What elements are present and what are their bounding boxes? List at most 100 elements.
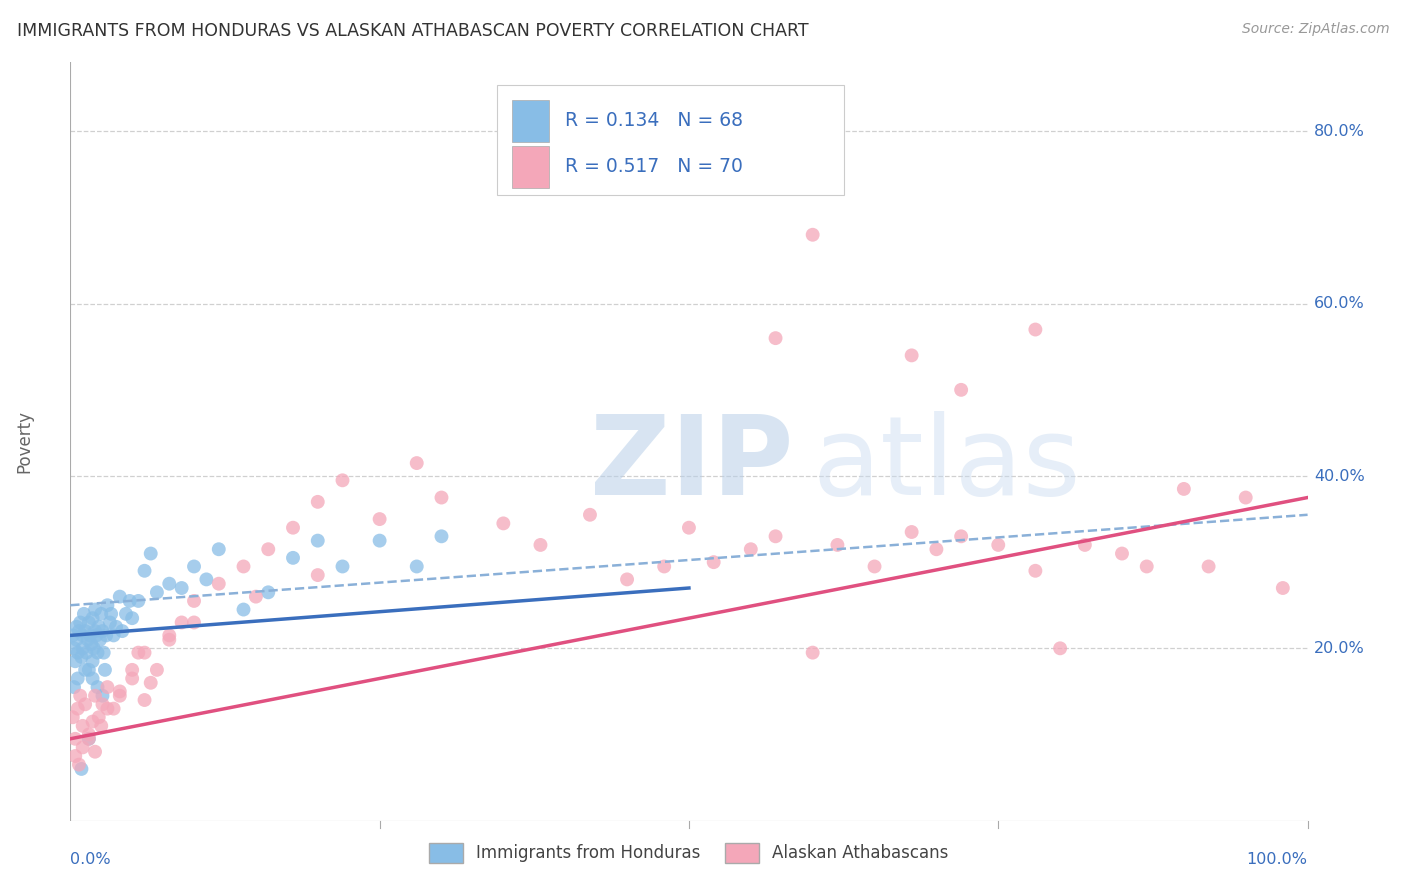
- Point: [529, 538, 551, 552]
- Point: [1111, 547, 1133, 561]
- Point: [63, 641, 86, 656]
- Point: [950, 529, 973, 543]
- Point: [103, 628, 125, 642]
- Point: [405, 456, 427, 470]
- Point: [208, 542, 231, 557]
- Point: [73, 607, 96, 621]
- Point: [75, 646, 97, 660]
- Point: [232, 559, 254, 574]
- Point: [703, 555, 725, 569]
- Point: [1234, 491, 1257, 505]
- Point: [76, 632, 98, 647]
- Point: [93, 646, 115, 660]
- Point: [111, 624, 134, 639]
- Point: [157, 628, 180, 642]
- Text: IMMIGRANTS FROM HONDURAS VS ALASKAN ATHABASCAN POVERTY CORRELATION CHART: IMMIGRANTS FROM HONDURAS VS ALASKAN ATHA…: [17, 22, 808, 40]
- Point: [63, 680, 86, 694]
- Text: ZIP: ZIP: [591, 411, 793, 517]
- Point: [170, 581, 193, 595]
- Point: [307, 495, 329, 509]
- Point: [307, 533, 329, 548]
- Point: [1024, 322, 1046, 336]
- Point: [91, 689, 114, 703]
- Point: [108, 689, 131, 703]
- Point: [183, 594, 205, 608]
- Point: [195, 573, 218, 587]
- Point: [740, 542, 762, 557]
- Point: [82, 654, 104, 668]
- Point: [157, 632, 180, 647]
- Text: Source: ZipAtlas.com: Source: ZipAtlas.com: [1241, 22, 1389, 37]
- Point: [65, 731, 87, 746]
- Point: [987, 538, 1010, 552]
- Point: [89, 632, 111, 647]
- Point: [950, 383, 973, 397]
- Point: [72, 740, 94, 755]
- Point: [84, 624, 107, 639]
- Point: [96, 628, 118, 642]
- Point: [65, 632, 87, 647]
- Point: [134, 646, 156, 660]
- Text: Poverty: Poverty: [15, 410, 34, 473]
- Point: [108, 590, 131, 604]
- Text: 80.0%: 80.0%: [1313, 124, 1365, 139]
- Point: [96, 680, 118, 694]
- Point: [82, 714, 104, 729]
- Point: [863, 559, 886, 574]
- Point: [105, 620, 128, 634]
- Point: [67, 757, 90, 772]
- Point: [183, 559, 205, 574]
- Point: [281, 521, 304, 535]
- Point: [1198, 559, 1220, 574]
- Legend: Immigrants from Honduras, Alaskan Athabascans: Immigrants from Honduras, Alaskan Athaba…: [423, 837, 955, 869]
- Point: [765, 529, 787, 543]
- Text: 20.0%: 20.0%: [1313, 640, 1364, 656]
- Point: [100, 607, 122, 621]
- Point: [66, 672, 89, 686]
- Point: [80, 637, 103, 651]
- Point: [65, 654, 87, 668]
- Point: [103, 701, 125, 715]
- Text: R = 0.134   N = 68: R = 0.134 N = 68: [565, 112, 744, 130]
- Point: [183, 615, 205, 630]
- Point: [134, 564, 156, 578]
- Text: 100.0%: 100.0%: [1247, 853, 1308, 868]
- Point: [87, 710, 110, 724]
- Text: 0.0%: 0.0%: [70, 853, 111, 868]
- Bar: [512, 145, 550, 187]
- Point: [82, 611, 104, 625]
- Point: [208, 576, 231, 591]
- Point: [1024, 564, 1046, 578]
- Point: [90, 607, 112, 621]
- Point: [281, 550, 304, 565]
- Point: [65, 749, 87, 764]
- Point: [77, 731, 100, 746]
- Point: [925, 542, 948, 557]
- Point: [67, 624, 90, 639]
- Point: [765, 331, 787, 345]
- Point: [170, 615, 193, 630]
- Point: [115, 607, 138, 621]
- Point: [430, 529, 453, 543]
- Point: [96, 599, 118, 613]
- Point: [62, 710, 84, 724]
- Text: atlas: atlas: [813, 411, 1081, 517]
- Point: [77, 615, 100, 630]
- Point: [72, 641, 94, 656]
- FancyBboxPatch shape: [498, 85, 844, 195]
- Point: [82, 672, 104, 686]
- Point: [257, 542, 280, 557]
- Point: [121, 663, 143, 677]
- Point: [900, 348, 922, 362]
- Point: [157, 576, 180, 591]
- Point: [678, 521, 700, 535]
- Point: [146, 585, 169, 599]
- Point: [108, 684, 131, 698]
- Point: [430, 491, 453, 505]
- Point: [332, 473, 354, 487]
- Point: [90, 719, 112, 733]
- Point: [1173, 482, 1195, 496]
- Point: [84, 628, 107, 642]
- Point: [127, 646, 149, 660]
- Point: [72, 628, 94, 642]
